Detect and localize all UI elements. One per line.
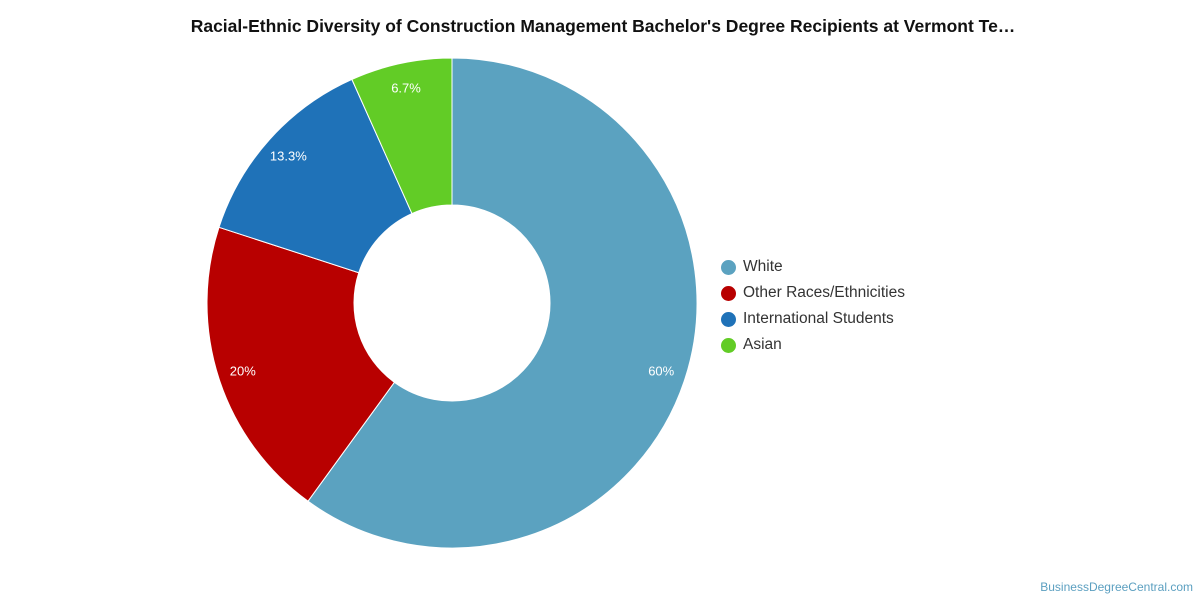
legend-swatch-icon (721, 259, 736, 275)
slice-label-asian: 6.7% (391, 80, 421, 95)
slice-white[interactable] (307, 57, 698, 549)
watermark[interactable]: BusinessDegreeCentral.com (1040, 580, 1193, 594)
legend-label: International Students (743, 310, 894, 327)
legend-item-white[interactable]: White (721, 254, 905, 280)
legend-item-international-students[interactable]: International Students (721, 306, 905, 332)
slice-label-white: 60% (648, 363, 674, 378)
slice-other-races-ethnicities[interactable] (206, 226, 396, 502)
slice-international-students[interactable] (218, 78, 413, 274)
legend-label: White (743, 258, 783, 275)
chart-title: Racial-Ethnic Diversity of Construction … (190, 16, 1016, 36)
legend-swatch-icon (721, 337, 736, 353)
chart-legend: White Other Races/Ethnicities Internationa… (721, 254, 905, 358)
legend-item-asian[interactable]: Asian (721, 332, 905, 358)
slice-label-other-races-ethnicities: 20% (230, 363, 256, 378)
legend-label: Other Races/Ethnicities (743, 284, 905, 301)
legend-swatch-icon (721, 311, 736, 327)
slice-asian[interactable] (351, 57, 453, 215)
legend-item-other-races-ethnicities[interactable]: Other Races/Ethnicities (721, 280, 905, 306)
slice-label-international-students: 13.3% (270, 148, 307, 163)
legend-swatch-icon (721, 285, 736, 301)
legend-label: Asian (743, 336, 782, 353)
